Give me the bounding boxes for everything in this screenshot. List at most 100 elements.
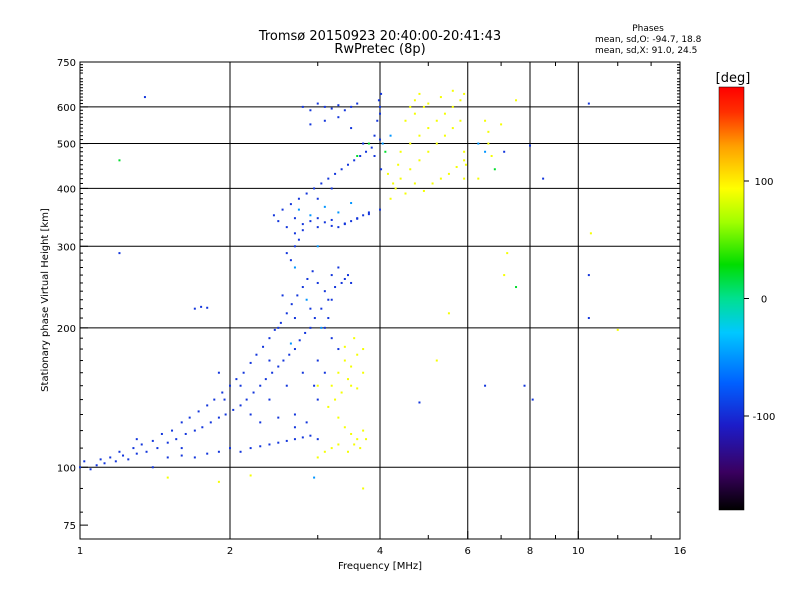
data-point	[384, 150, 387, 153]
data-point	[427, 127, 430, 130]
data-point	[431, 182, 434, 185]
data-point	[217, 450, 220, 453]
data-point	[171, 429, 174, 432]
data-point	[323, 221, 326, 224]
data-point	[587, 317, 590, 320]
phases-note-title: Phases	[632, 24, 664, 34]
data-point	[301, 371, 304, 374]
data-point	[285, 252, 288, 255]
data-point	[459, 119, 462, 122]
y-tick-label: 750	[57, 58, 76, 69]
data-point	[293, 413, 296, 416]
data-point	[362, 348, 365, 351]
data-point	[122, 454, 125, 457]
data-point	[330, 384, 333, 387]
data-point	[531, 398, 534, 401]
data-point	[346, 163, 349, 166]
x-tick-label: 4	[377, 546, 383, 557]
data-point	[381, 142, 384, 145]
data-point	[334, 398, 337, 401]
data-point	[296, 294, 299, 297]
data-point	[143, 96, 146, 99]
data-point	[515, 286, 518, 289]
data-point	[589, 232, 592, 235]
data-point	[264, 378, 267, 381]
data-point	[301, 436, 304, 439]
data-point	[301, 286, 304, 289]
data-point	[463, 92, 466, 95]
x-tick-label: 1	[77, 546, 83, 557]
data-point	[404, 192, 407, 195]
data-point	[288, 353, 291, 356]
data-point	[376, 119, 379, 122]
data-point	[313, 476, 316, 479]
data-point	[180, 447, 183, 450]
y-tick-label: 75	[63, 521, 76, 532]
data-point	[289, 203, 292, 206]
data-point	[297, 197, 300, 200]
data-point	[343, 277, 346, 280]
data-point	[356, 438, 359, 441]
data-point	[309, 307, 312, 310]
data-point	[439, 177, 442, 180]
data-point	[323, 105, 326, 108]
x-tick-label: 2	[227, 546, 233, 557]
data-point	[330, 224, 333, 227]
data-point	[362, 142, 365, 145]
data-point	[316, 245, 319, 248]
data-point	[455, 165, 458, 168]
data-point	[418, 92, 421, 95]
data-point	[268, 398, 271, 401]
data-point	[239, 384, 242, 387]
x-tick-label: 6	[465, 546, 471, 557]
data-points	[79, 89, 619, 490]
data-point	[217, 371, 220, 374]
data-point	[320, 326, 323, 329]
data-point	[490, 154, 493, 157]
data-point	[337, 211, 340, 214]
data-point	[305, 421, 308, 424]
data-point	[118, 252, 121, 255]
data-point	[323, 371, 326, 374]
data-point	[362, 487, 365, 490]
data-point	[418, 134, 421, 137]
x-tick-label: 16	[674, 546, 687, 557]
data-point	[293, 438, 296, 441]
data-point	[463, 177, 466, 180]
data-point	[337, 104, 340, 107]
data-point	[334, 286, 337, 289]
data-point	[160, 432, 163, 435]
data-point	[337, 348, 340, 351]
data-point	[409, 142, 412, 145]
data-point	[293, 232, 296, 235]
data-point	[350, 281, 353, 284]
data-point	[306, 277, 309, 280]
data-point	[346, 450, 349, 453]
data-point	[223, 398, 226, 401]
data-point	[399, 150, 402, 153]
colorbar-label: [deg]	[716, 71, 751, 86]
data-point	[323, 205, 326, 208]
data-point	[298, 339, 301, 342]
data-point	[327, 405, 330, 408]
data-point	[309, 214, 312, 217]
data-point	[239, 404, 242, 407]
data-point	[193, 429, 196, 432]
data-point	[389, 197, 392, 200]
data-point	[443, 112, 446, 115]
data-point	[316, 359, 319, 362]
data-point	[362, 371, 365, 374]
data-point	[418, 401, 421, 404]
data-point	[259, 421, 262, 424]
chart-subtitle: RwPretec (8p)	[334, 42, 425, 57]
data-point	[340, 391, 343, 394]
data-point	[337, 371, 340, 374]
data-point	[394, 187, 397, 190]
data-point	[392, 182, 395, 185]
data-point	[373, 154, 376, 157]
data-point	[206, 306, 209, 309]
chart-title: Tromsø 20150923 20:40:00-20:41:43	[258, 29, 501, 44]
data-point	[350, 384, 353, 387]
data-point	[503, 274, 506, 277]
